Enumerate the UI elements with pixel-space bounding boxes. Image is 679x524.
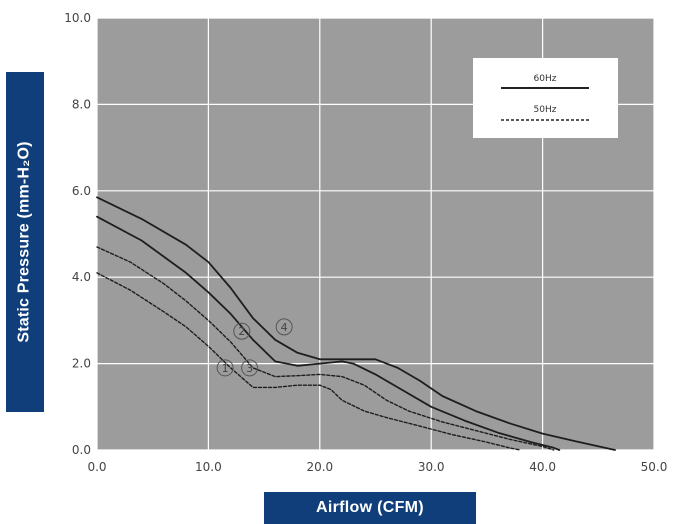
- curve-marker-circle-4: [275, 318, 293, 336]
- x-axis-label: Airflow (CFM): [264, 492, 476, 524]
- y-axis-label-wrap: Static Pressure (mm-H₂O): [6, 72, 44, 412]
- curve-marker-label-4: 4: [281, 321, 288, 334]
- curve-4: [96, 196, 616, 451]
- y-axis-ticks: 0.0 2.0 4.0 6.0 8.0 10.0: [64, 11, 91, 457]
- curve-marker-label-2: 2: [238, 325, 245, 338]
- curve-marker-circle-3: [241, 359, 259, 377]
- legend-label-50hz: 50Hz: [534, 105, 557, 115]
- y-tick-label-0: 0.0: [72, 443, 91, 457]
- x-tick-label-0: 0.0: [87, 460, 106, 474]
- x-axis-ticks: 0.0 10.0 20.0 30.0 40.0 50.0: [87, 460, 667, 474]
- x-tick-label-3: 30.0: [418, 460, 445, 474]
- curve-2: [96, 215, 561, 451]
- legend-box: [473, 58, 618, 138]
- y-tick-label-5: 10.0: [64, 11, 91, 25]
- legend-label-60hz: 60Hz: [534, 74, 557, 84]
- curve-marker-circle-1: [216, 359, 234, 377]
- curve-1: [96, 272, 521, 451]
- y-axis-label-box: [6, 72, 44, 412]
- y-tick-label-3: 6.0: [72, 184, 91, 198]
- curve-3: [96, 246, 555, 451]
- x-tick-label-2: 20.0: [306, 460, 333, 474]
- curve-markers: 1 2 3 4: [216, 318, 293, 377]
- curve-marker-label-3: 3: [246, 362, 253, 375]
- curve-marker-circle-2: [233, 322, 251, 340]
- x-tick-label-1: 10.0: [195, 460, 222, 474]
- x-tick-label-5: 50.0: [641, 460, 668, 474]
- curves: [96, 196, 616, 451]
- x-tick-label-4: 40.0: [529, 460, 556, 474]
- y-tick-label-1: 2.0: [72, 357, 91, 371]
- y-tick-label-4: 8.0: [72, 97, 91, 111]
- y-tick-label-2: 4.0: [72, 270, 91, 284]
- y-axis-label: Static Pressure (mm-H₂O): [16, 141, 33, 343]
- curve-marker-label-1: 1: [222, 362, 229, 375]
- legend: 60Hz 50Hz: [473, 58, 618, 138]
